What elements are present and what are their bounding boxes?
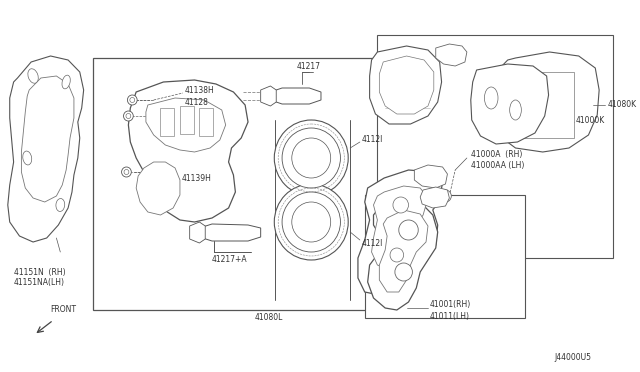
Ellipse shape [28,69,38,83]
Circle shape [275,184,348,260]
Circle shape [126,113,131,119]
Polygon shape [367,200,438,310]
Polygon shape [370,46,442,124]
Circle shape [440,190,451,202]
Polygon shape [200,224,260,241]
Polygon shape [189,222,205,243]
Bar [180,106,193,134]
Polygon shape [511,72,574,138]
Text: 41000A  (RH): 41000A (RH) [471,150,522,158]
Text: 41217+A: 41217+A [212,256,248,264]
Polygon shape [21,76,74,202]
Circle shape [275,120,348,196]
Circle shape [390,248,404,262]
Text: 41151NA(LH): 41151NA(LH) [13,279,65,288]
Text: 41128: 41128 [185,97,209,106]
Bar [161,108,174,136]
Polygon shape [380,210,428,292]
Circle shape [282,128,340,188]
Ellipse shape [509,100,522,120]
Circle shape [127,95,137,105]
Ellipse shape [23,151,32,165]
Circle shape [130,97,134,103]
Text: 41080K: 41080K [608,99,637,109]
Bar [200,108,213,136]
Polygon shape [260,86,276,106]
Polygon shape [129,80,248,222]
Polygon shape [270,88,321,104]
Polygon shape [471,64,548,144]
Polygon shape [8,56,84,242]
Bar [93,58,452,310]
Circle shape [395,263,412,281]
Text: FRONT: FRONT [51,305,77,314]
Ellipse shape [62,75,70,89]
Circle shape [292,138,331,178]
Text: 41151N  (RH): 41151N (RH) [13,267,65,276]
Circle shape [122,167,131,177]
Polygon shape [372,186,428,270]
Text: 41138H: 41138H [185,86,214,94]
Polygon shape [420,187,449,208]
Text: 4112l: 4112l [362,238,383,247]
Text: 41217: 41217 [297,61,321,71]
Text: 41080L: 41080L [255,314,284,323]
Circle shape [292,202,331,242]
Circle shape [393,197,408,213]
Text: 41011(LH): 41011(LH) [430,311,470,321]
Circle shape [124,111,133,121]
Polygon shape [358,170,442,295]
Circle shape [399,220,419,240]
Ellipse shape [56,199,65,212]
Ellipse shape [484,87,498,109]
Polygon shape [414,165,447,188]
Bar [365,195,525,318]
Text: 41000K: 41000K [576,115,605,125]
Text: J44000U5: J44000U5 [554,353,591,362]
Polygon shape [380,56,434,114]
Polygon shape [146,98,226,152]
Text: 41001(RH): 41001(RH) [430,299,471,308]
Polygon shape [136,162,180,215]
Text: 41139H: 41139H [182,173,212,183]
Bar [378,35,612,258]
Polygon shape [436,44,467,66]
Circle shape [282,192,340,252]
Polygon shape [491,52,599,152]
Text: 4112l: 4112l [362,135,383,144]
Circle shape [124,170,129,174]
Text: 41000AA (LH): 41000AA (LH) [471,160,524,170]
